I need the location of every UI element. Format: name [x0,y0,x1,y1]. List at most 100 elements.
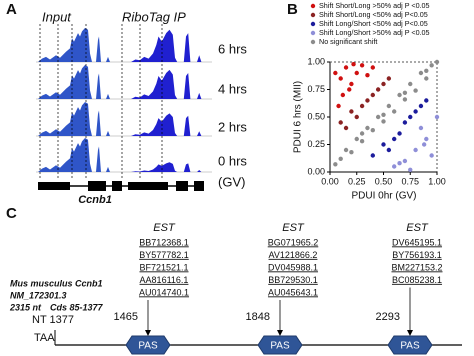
scatter-point [343,147,349,153]
scatter-point [370,92,375,98]
panel-label: B [287,1,298,18]
y-tick-label: 1.00 [307,56,325,66]
scatter-point [365,98,370,103]
scatter-point [333,162,338,167]
scatter-point [370,128,375,133]
scatter-point [397,92,402,98]
scatter-point [351,61,356,67]
legend-marker [310,3,316,9]
legend-label: Shift Long/Short <50% adj P<0.05 [319,19,428,28]
coverage-track [38,138,112,172]
scatter-point [424,136,429,142]
legend-label: Shift Short/Long <50% adj P<0.05 [319,10,428,19]
panel-label: A [6,1,17,18]
pas-label: PAS [400,341,420,352]
legend-marker [310,39,316,45]
scatter-point [359,63,365,68]
time-label: 4 hrs [218,81,247,96]
scatter-point [336,103,341,109]
est-id: BG071965.2 [268,237,319,247]
transcript: Mus musculus Ccnb1 [10,278,103,288]
scatter-point [408,81,413,87]
scatter-point [429,153,434,158]
scatter-point [375,114,381,120]
scatter-point [386,76,392,81]
site-position: 1848 [246,311,270,323]
scatter-point [418,70,424,76]
est-id: DV045988.1 [268,262,318,272]
transcript: NM_172301.3 [10,290,67,300]
panel-label: C [6,205,17,222]
scatter-point [392,109,397,114]
scatter-point [413,147,418,153]
arrow-head [145,330,151,336]
legend-marker [310,21,316,27]
est-id: BF721521.1 [139,262,188,272]
est-id: AV121866.2 [269,250,318,260]
time-label: (GV) [218,174,245,189]
legend-label: Shift Short/Long >50% adj P <0.05 [319,1,430,10]
scatter-point [365,125,370,131]
coverage-track [120,29,202,62]
est-id: BC085238.1 [392,275,442,285]
scatter-point [343,65,349,70]
transcript: Cds 85-1377 [50,302,104,312]
scatter-point [418,103,424,109]
scatter-point [359,139,365,144]
scatter-point [434,114,440,120]
plot-frame [330,61,438,172]
scatter-point [418,125,424,131]
scatter-point [381,112,386,118]
scatter-point [386,147,392,153]
track-label: RiboTag IP [122,9,186,24]
scatter-point [397,131,402,136]
scatter-point [381,81,386,87]
scatter-point [333,70,338,76]
coverage-track [120,113,202,136]
coverage-track [120,69,202,99]
arrow-head [407,330,413,336]
arrow-head [277,330,283,336]
x-axis-label: PDUI 0hr (GV) [351,191,416,202]
legend-label: Shift Long/Short >50% adj P <0.05 [319,28,430,37]
est-id: BY577782.1 [139,250,189,260]
est-id: AU014740.1 [139,287,189,297]
scatter-point [359,103,365,109]
scatter-point [424,68,429,74]
scatter-point [424,98,429,103]
coverage-track [120,162,202,172]
x-tick-label: 1.00 [428,176,446,186]
scatter-point [402,97,408,102]
scatter-point [421,142,427,147]
gene-model [38,181,204,191]
scatter-point [354,136,359,142]
scatter-point [424,76,429,81]
scatter-point [381,142,386,147]
coverage-track [38,102,112,136]
scatter-point [338,120,343,125]
pas-label: PAS [270,341,290,352]
scatter-point [402,90,408,96]
est-header: EST [282,222,305,234]
x-tick-label: 0.75 [401,176,419,186]
legend-marker [310,12,316,18]
scatter-point [338,76,343,81]
pas-label: PAS [138,341,158,352]
est-id: AU045643.1 [268,287,318,297]
est-id: BY756193.1 [392,250,442,260]
coverage-track [38,65,112,99]
est-id: AA816116.1 [140,275,189,285]
est-id: BB729530.1 [268,275,318,285]
time-label: 0 hrs [218,153,247,168]
y-tick-label: 0.00 [307,166,325,176]
scatter-point [354,114,359,120]
x-tick-label: 0.00 [321,176,339,186]
y-tick-label: 0.75 [307,84,325,94]
pas-box [125,335,171,355]
est-header: EST [153,222,176,234]
scatter-point [402,158,408,164]
scatter-point [349,109,354,114]
scatter-point [408,114,413,120]
scatter-point [381,119,386,124]
